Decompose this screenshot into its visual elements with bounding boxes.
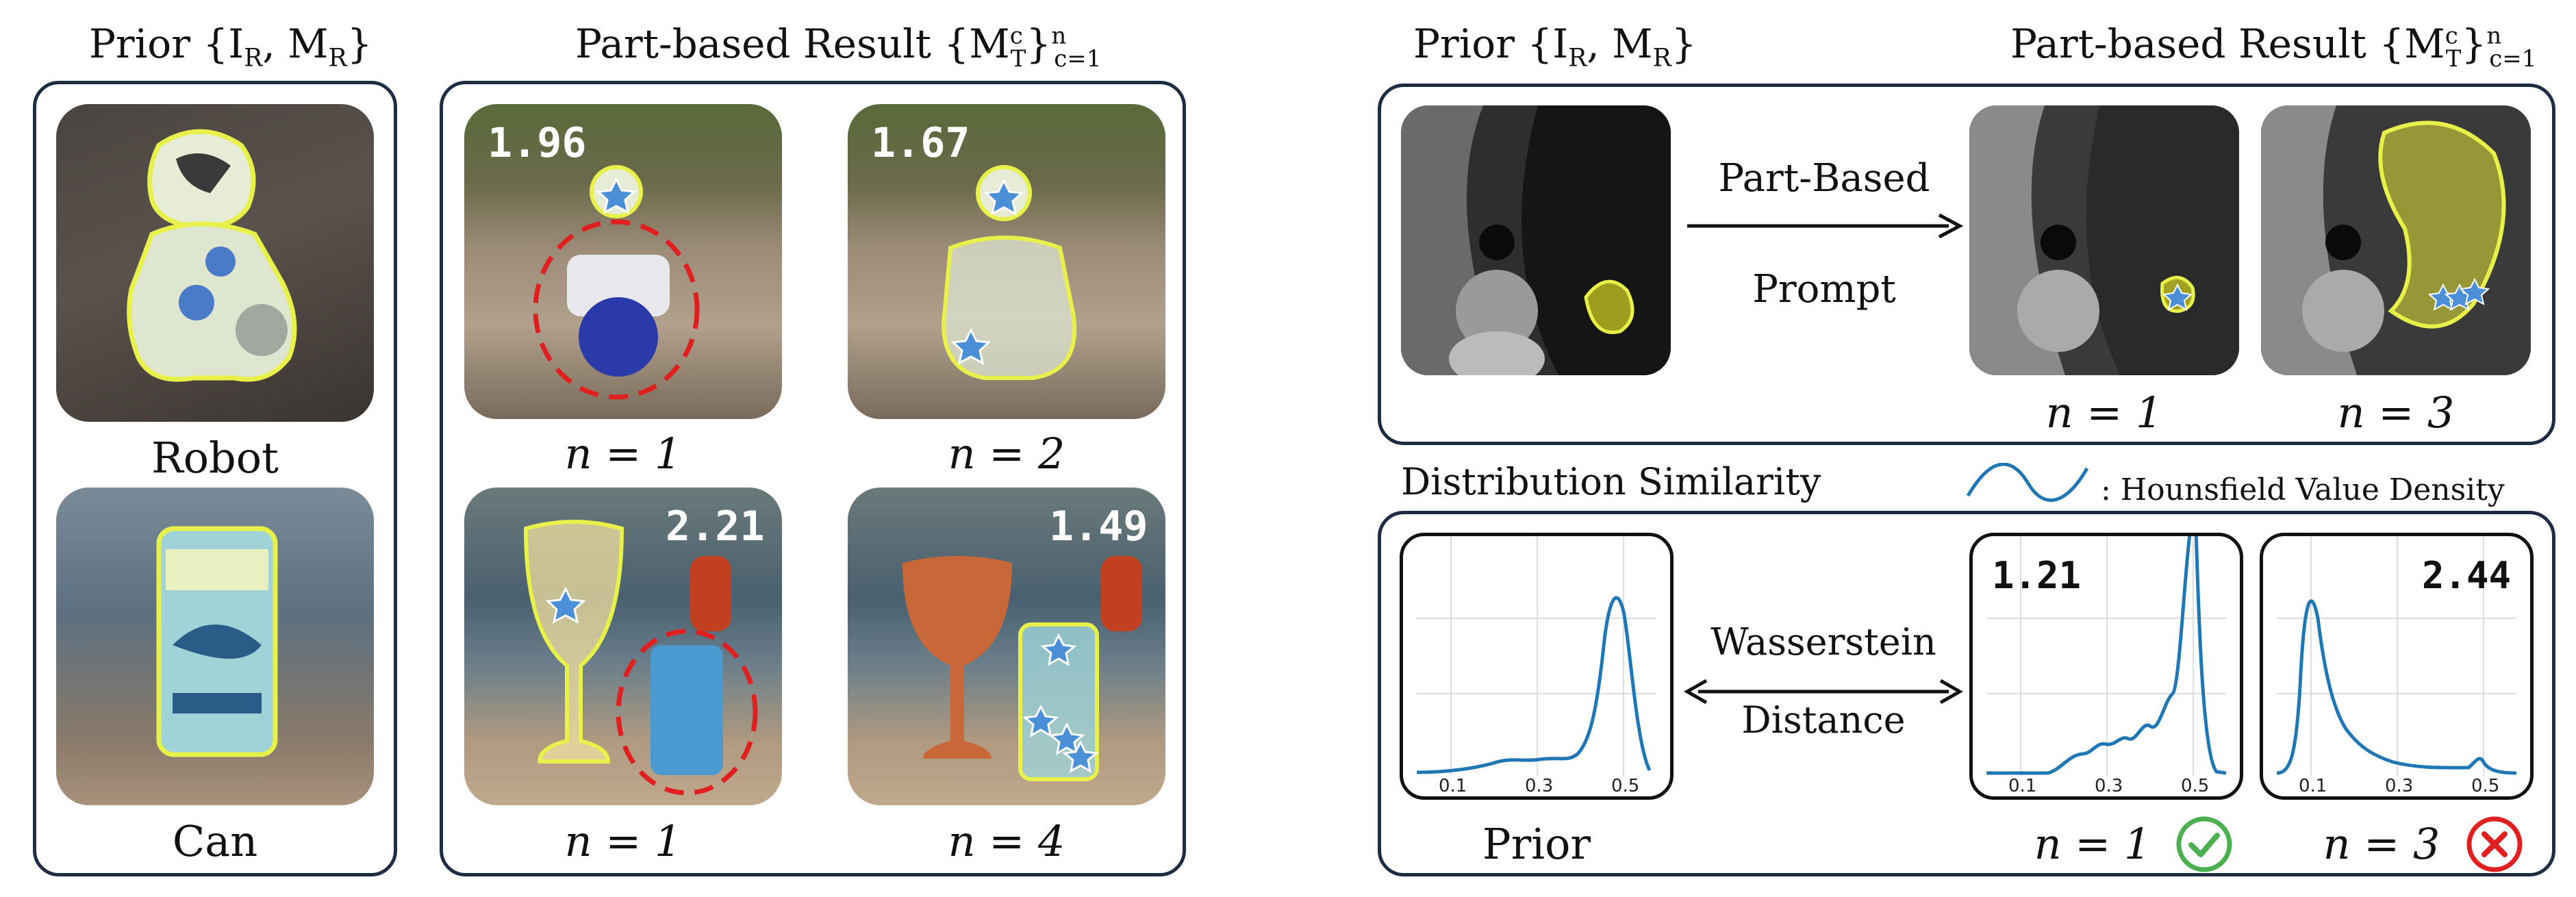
can-result-1-photo: 2.21 — [464, 488, 782, 805]
density-legend-icon — [1966, 463, 2089, 503]
result-3-density-plot: 2.44 0.1 0.3 0.5 — [2260, 533, 2534, 800]
prior-label: Prior — [1482, 819, 1591, 869]
n-label: n = 1 — [564, 429, 682, 479]
x-tick: 0.1 — [2299, 776, 2327, 796]
score-badge: 2.21 — [666, 503, 765, 551]
distance-label: Distance — [1741, 698, 1906, 742]
x-tick: 0.5 — [2181, 776, 2210, 796]
can-label: Can — [172, 816, 258, 866]
n-label: n = 1 — [564, 816, 682, 866]
prior-header-right: Prior {IR, MR} — [1413, 21, 1697, 73]
score-badge: 1.67 — [871, 119, 970, 167]
prompt-label: Prompt — [1752, 267, 1896, 312]
robot-result-1-photo: 1.96 — [464, 104, 782, 419]
part-based-arrow — [1687, 213, 1964, 239]
part-based-label: Part-Based — [1718, 156, 1930, 201]
wasserstein-label: Wasserstein — [1710, 620, 1936, 664]
plot-n-label: n = 3 — [2323, 819, 2440, 869]
result-header-right: Part-based Result {McT}nc=1 — [2010, 21, 2537, 73]
robot-result-2-photo: 1.67 — [848, 104, 1165, 419]
score-badge: 1.49 — [1049, 503, 1148, 551]
ct-prior-image — [1401, 105, 1671, 375]
n-label: n = 2 — [948, 429, 1065, 479]
result-1-density-plot: 1.21 0.1 0.3 0.5 — [1969, 533, 2243, 800]
distribution-title: Distribution Similarity — [1401, 460, 1821, 503]
x-tick: 0.3 — [1525, 776, 1554, 796]
x-tick: 0.5 — [1611, 776, 1640, 796]
wasserstein-arrow — [1683, 679, 1964, 705]
plot-score: 1.21 — [1992, 554, 2082, 597]
x-tick: 0.1 — [2008, 776, 2037, 796]
n-label: n = 4 — [948, 816, 1065, 866]
prior-density-plot: 0.1 0.3 0.5 — [1400, 533, 1674, 800]
prior-header-left: Prior {IR, MR} — [89, 21, 372, 73]
plot-score: 2.44 — [2422, 554, 2512, 597]
ct-result-3-image — [2261, 105, 2531, 375]
ct-n-label: n = 1 — [2045, 388, 2163, 438]
can-prior-photo — [56, 488, 374, 805]
score-badge: 1.96 — [488, 119, 587, 167]
x-tick: 0.1 — [1439, 776, 1467, 796]
cross-icon — [2466, 816, 2523, 872]
robot-prior-photo — [56, 104, 374, 422]
x-tick: 0.3 — [2095, 776, 2123, 796]
ct-result-1-image — [1969, 105, 2239, 375]
can-result-4-photo: 1.49 — [848, 488, 1165, 805]
result-header-left: Part-based Result {McT}nc=1 — [575, 21, 1102, 73]
x-tick: 0.3 — [2385, 776, 2414, 796]
check-icon — [2176, 816, 2232, 872]
ct-n-label: n = 3 — [2337, 388, 2455, 438]
plot-n-label: n = 1 — [2034, 819, 2151, 869]
robot-label: Robot — [151, 433, 279, 483]
x-tick: 0.5 — [2471, 776, 2500, 796]
legend-label: : Hounsfield Value Density — [2101, 472, 2505, 507]
